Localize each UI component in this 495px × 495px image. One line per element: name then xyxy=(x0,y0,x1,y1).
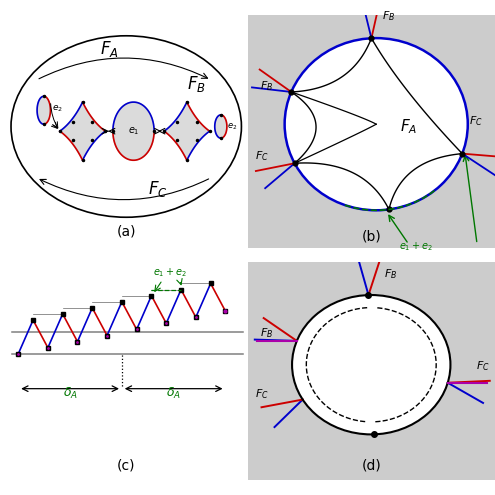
Text: (c): (c) xyxy=(117,458,136,472)
Polygon shape xyxy=(113,102,154,160)
Polygon shape xyxy=(37,97,50,124)
Text: $e_2$: $e_2$ xyxy=(52,104,63,114)
Text: $F_B$: $F_B$ xyxy=(260,79,273,93)
Text: $F_B$: $F_B$ xyxy=(260,326,273,340)
Text: $e_1$: $e_1$ xyxy=(128,125,139,137)
Text: $F_C$: $F_C$ xyxy=(469,114,483,128)
Text: $F_C$: $F_C$ xyxy=(255,388,269,401)
Text: $e_1+e_2$: $e_1+e_2$ xyxy=(399,240,433,253)
Text: (b): (b) xyxy=(361,230,381,244)
Text: (d): (d) xyxy=(361,458,381,472)
Circle shape xyxy=(292,295,450,435)
Text: $\delta_A$: $\delta_A$ xyxy=(62,387,78,401)
Text: $e_1+e_2$: $e_1+e_2$ xyxy=(153,266,187,279)
Text: $F_B$: $F_B$ xyxy=(382,9,395,23)
Polygon shape xyxy=(215,115,227,138)
Text: $F_C$: $F_C$ xyxy=(476,359,490,373)
Text: $F_A$: $F_A$ xyxy=(100,40,119,59)
Text: $e_2$: $e_2$ xyxy=(227,121,237,132)
Text: $F_C$: $F_C$ xyxy=(255,149,269,163)
Text: (a): (a) xyxy=(116,225,136,239)
Text: $F_C$: $F_C$ xyxy=(148,179,168,199)
Text: $\delta_A$: $\delta_A$ xyxy=(166,387,181,401)
Text: $F_A$: $F_A$ xyxy=(400,117,417,136)
Text: $F_B$: $F_B$ xyxy=(187,74,206,95)
Polygon shape xyxy=(164,102,209,160)
Polygon shape xyxy=(60,102,105,160)
Text: $F_B$: $F_B$ xyxy=(385,268,397,281)
Circle shape xyxy=(285,38,468,210)
